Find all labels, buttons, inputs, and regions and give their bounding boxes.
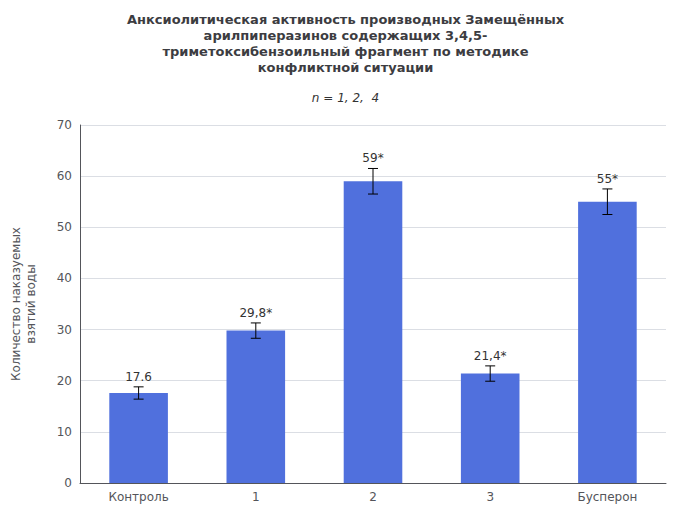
svg-text:3: 3 <box>486 490 494 504</box>
svg-text:Контроль: Контроль <box>108 490 168 504</box>
svg-text:конфликтной ситуации: конфликтной ситуации <box>258 60 434 75</box>
svg-text:50: 50 <box>57 220 72 234</box>
svg-text:17.6: 17.6 <box>125 370 152 384</box>
svg-text:Количество наказуемых: Количество наказуемых <box>9 227 23 381</box>
svg-text:взятий воды: взятий воды <box>24 264 38 343</box>
svg-text:30: 30 <box>57 323 72 337</box>
svg-text:арилпиперазинов содержащих 3,4: арилпиперазинов содержащих 3,4,5- <box>204 28 488 43</box>
svg-text:0: 0 <box>64 476 72 490</box>
svg-text:Бусперон: Бусперон <box>577 490 637 504</box>
svg-text:2: 2 <box>369 490 377 504</box>
svg-text:40: 40 <box>57 271 72 285</box>
svg-text:1: 1 <box>252 490 260 504</box>
svg-text:Анксиолитическая активность пр: Анксиолитическая активность производных … <box>127 12 565 27</box>
svg-text:10: 10 <box>57 425 72 439</box>
svg-text:60: 60 <box>57 169 72 183</box>
svg-text:59*: 59* <box>362 151 383 165</box>
svg-text:70: 70 <box>57 118 72 132</box>
svg-text:55*: 55* <box>597 172 618 186</box>
svg-text:20: 20 <box>57 374 72 388</box>
svg-text:n = 1, 2, 4: n = 1, 2, 4 <box>312 91 379 105</box>
svg-text:триметоксибензоильный фрагмент: триметоксибензоильный фрагмент по методи… <box>163 44 529 59</box>
svg-text:29,8*: 29,8* <box>239 306 272 320</box>
svg-text:21,4*: 21,4* <box>474 349 507 363</box>
